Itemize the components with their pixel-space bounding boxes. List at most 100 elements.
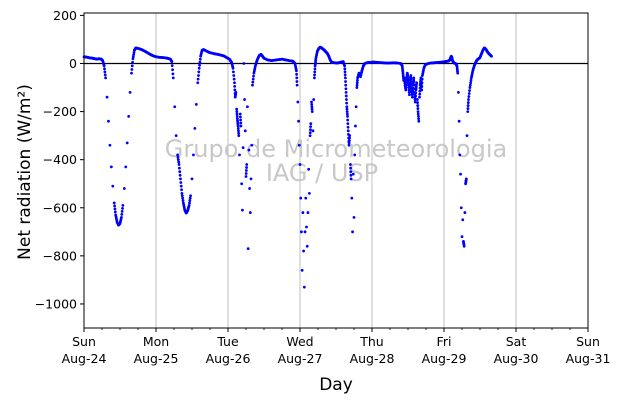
data-point	[349, 163, 352, 166]
data-point	[197, 66, 201, 70]
data-point	[347, 141, 351, 145]
data-point	[248, 211, 252, 214]
data-point	[130, 71, 133, 75]
data-point	[189, 194, 192, 198]
data-point	[240, 182, 244, 186]
data-point	[347, 139, 351, 142]
data-point	[313, 67, 317, 71]
data-point	[247, 148, 251, 152]
data-point	[355, 86, 359, 89]
data-point	[295, 69, 298, 73]
x-tick-date: Aug-31	[566, 351, 611, 366]
data-point	[198, 57, 202, 61]
data-point	[305, 244, 309, 248]
data-point	[235, 112, 239, 116]
data-point	[241, 208, 244, 212]
x-tick-day: Tue	[216, 334, 239, 349]
data-point	[468, 83, 472, 87]
data-point	[412, 80, 416, 83]
data-point	[346, 115, 349, 118]
data-point	[236, 124, 240, 128]
y-tick-label: −800	[43, 248, 77, 263]
data-point	[243, 129, 247, 133]
data-point	[188, 201, 191, 205]
data-point	[345, 107, 349, 111]
data-point	[468, 89, 471, 92]
data-point	[404, 83, 408, 87]
data-point	[179, 181, 183, 184]
data-point	[301, 211, 305, 214]
data-point	[309, 122, 313, 126]
data-point	[235, 110, 239, 113]
data-point	[120, 209, 124, 213]
data-point	[460, 235, 464, 239]
data-point	[190, 177, 194, 181]
data-point	[194, 102, 198, 106]
data-point	[251, 80, 255, 84]
data-point	[121, 203, 125, 207]
data-point	[232, 74, 236, 77]
data-point	[244, 175, 248, 178]
data-point	[456, 71, 460, 75]
y-tick-label: −400	[43, 152, 77, 167]
data-point	[355, 83, 359, 87]
data-point	[176, 153, 180, 157]
data-point	[244, 172, 248, 175]
data-point	[414, 91, 418, 95]
data-point	[181, 199, 185, 202]
data-point	[132, 53, 136, 56]
data-point	[297, 119, 300, 123]
data-point	[343, 73, 347, 77]
data-point	[193, 127, 197, 130]
data-point	[351, 172, 355, 176]
data-point	[235, 115, 239, 118]
data-point	[352, 215, 356, 219]
data-point	[466, 101, 470, 104]
data-point	[131, 60, 135, 64]
data-point	[304, 196, 308, 200]
data-point	[295, 83, 299, 87]
data-point	[300, 230, 303, 234]
data-point	[198, 60, 202, 64]
data-point	[176, 158, 180, 162]
data-point	[308, 131, 312, 135]
data-point	[171, 68, 174, 72]
data-point	[128, 90, 132, 94]
data-point	[192, 153, 195, 157]
data-point	[457, 119, 461, 123]
data-point	[464, 177, 468, 181]
data-point	[105, 95, 109, 99]
data-point	[346, 125, 350, 129]
data-point	[237, 131, 241, 135]
x-tick-date: Aug-26	[206, 351, 251, 366]
data-point	[127, 115, 131, 118]
x-tick-date: Aug-29	[422, 351, 467, 366]
data-point	[295, 80, 299, 83]
data-point	[313, 76, 316, 80]
data-point	[236, 127, 240, 130]
y-tick-label: −600	[43, 200, 77, 215]
data-point	[246, 247, 250, 251]
data-point	[231, 66, 235, 70]
data-point	[113, 204, 116, 208]
data-point	[297, 143, 301, 147]
data-point	[244, 169, 248, 172]
data-point	[416, 112, 420, 116]
data-point	[420, 77, 424, 81]
x-tick-date: Aug-30	[494, 351, 539, 366]
data-point	[197, 70, 201, 74]
data-point	[177, 163, 181, 166]
data-point	[467, 92, 471, 95]
data-point	[344, 94, 348, 98]
data-point	[468, 86, 472, 89]
data-point	[232, 70, 235, 74]
data-point	[248, 187, 252, 190]
data-point	[416, 107, 420, 110]
x-tick-date: Aug-28	[350, 351, 395, 366]
data-point	[345, 101, 349, 105]
data-point	[348, 134, 352, 138]
data-point	[459, 206, 463, 210]
data-point	[132, 50, 136, 54]
data-point	[238, 112, 242, 116]
